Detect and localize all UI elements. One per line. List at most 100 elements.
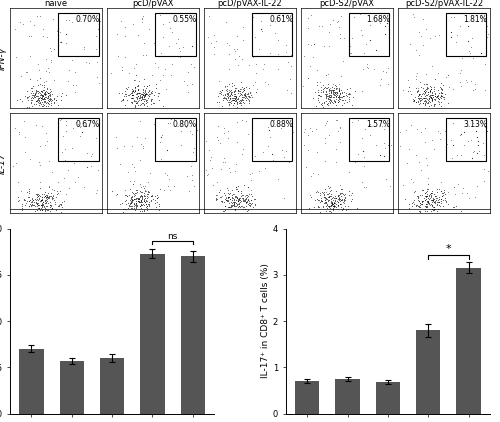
Point — [454, 151, 462, 158]
Point — [425, 98, 433, 105]
Point — [140, 102, 148, 109]
Point — [221, 192, 229, 199]
Point — [176, 47, 184, 54]
Point — [131, 102, 139, 109]
Point — [230, 207, 238, 214]
Point — [437, 95, 445, 102]
Point — [330, 197, 338, 203]
Point — [134, 98, 142, 105]
Point — [134, 83, 142, 89]
Point — [228, 200, 236, 207]
Point — [226, 95, 234, 101]
Point — [424, 92, 432, 99]
Point — [26, 190, 34, 197]
Point — [234, 198, 242, 205]
Point — [138, 15, 146, 22]
Point — [332, 19, 340, 26]
Point — [32, 98, 40, 105]
Point — [42, 202, 50, 209]
Point — [420, 91, 428, 97]
Point — [328, 202, 336, 208]
Point — [48, 194, 56, 201]
Point — [334, 94, 342, 100]
Point — [410, 97, 418, 103]
Point — [320, 200, 328, 207]
Point — [40, 89, 48, 95]
Point — [428, 89, 436, 95]
Point — [128, 89, 136, 96]
Point — [326, 99, 334, 106]
Point — [130, 196, 138, 203]
Point — [135, 77, 143, 84]
Point — [422, 195, 430, 202]
Point — [146, 91, 154, 97]
Point — [230, 199, 237, 206]
Point — [280, 195, 288, 201]
Point — [39, 26, 47, 33]
Point — [227, 87, 235, 93]
Point — [208, 165, 216, 171]
Point — [228, 92, 236, 99]
Point — [482, 52, 490, 59]
Point — [26, 18, 34, 24]
Point — [468, 35, 476, 42]
Point — [128, 89, 136, 95]
Point — [244, 201, 252, 208]
Point — [223, 88, 231, 95]
Point — [242, 92, 250, 99]
Point — [34, 99, 42, 106]
Point — [214, 99, 222, 106]
Point — [122, 200, 130, 207]
Point — [45, 92, 53, 98]
Point — [164, 171, 172, 178]
Point — [242, 118, 250, 124]
Point — [33, 96, 41, 103]
Point — [141, 135, 149, 142]
Point — [132, 71, 140, 78]
Point — [132, 100, 140, 107]
Point — [466, 44, 474, 51]
Point — [231, 206, 239, 212]
Point — [128, 197, 136, 204]
Point — [434, 95, 442, 102]
Point — [140, 208, 148, 214]
Point — [322, 203, 330, 209]
Point — [328, 198, 336, 205]
Point — [306, 125, 314, 132]
Point — [134, 95, 141, 101]
Point — [415, 90, 423, 97]
Point — [320, 190, 328, 197]
Text: 1.81%: 1.81% — [464, 16, 487, 24]
Point — [228, 202, 235, 209]
Point — [416, 203, 424, 210]
Point — [228, 194, 236, 200]
Point — [228, 79, 235, 86]
Point — [230, 99, 238, 106]
Point — [252, 85, 260, 92]
Point — [60, 175, 68, 182]
Point — [139, 200, 147, 207]
Point — [322, 91, 330, 98]
Point — [134, 85, 142, 92]
Point — [113, 30, 121, 37]
Point — [224, 91, 232, 98]
Point — [241, 90, 249, 97]
Point — [423, 202, 431, 209]
Point — [404, 88, 412, 95]
Point — [286, 158, 294, 165]
Point — [231, 55, 239, 62]
Point — [430, 96, 438, 103]
Point — [34, 200, 42, 206]
Point — [140, 187, 148, 194]
Point — [118, 199, 126, 206]
Point — [44, 89, 52, 96]
Point — [336, 198, 344, 205]
Bar — [376, 382, 400, 414]
Point — [60, 145, 68, 152]
Point — [336, 124, 344, 131]
Point — [40, 97, 48, 104]
Point — [54, 27, 62, 34]
Point — [464, 138, 472, 144]
Point — [138, 199, 146, 206]
Point — [444, 72, 452, 78]
